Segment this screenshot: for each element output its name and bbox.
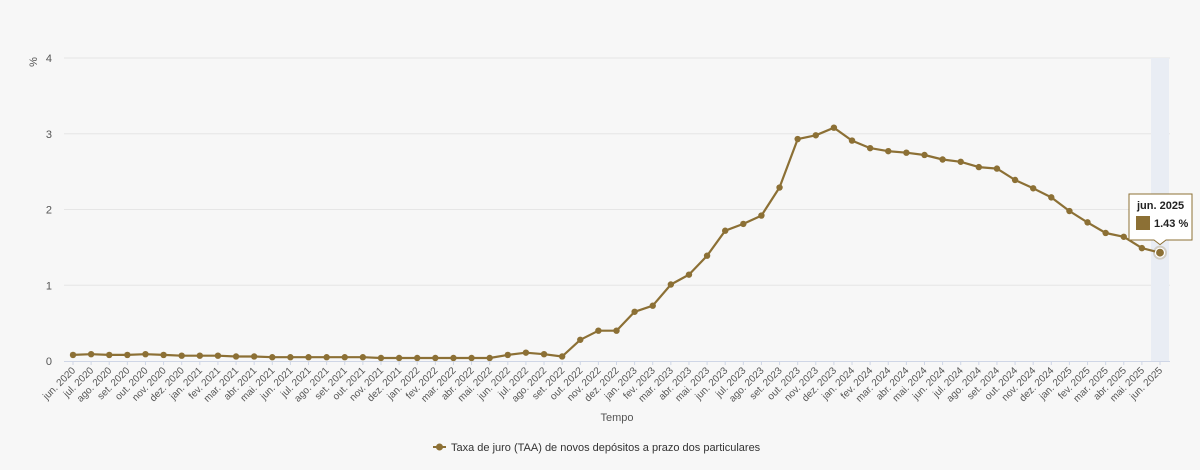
data-point[interactable] xyxy=(685,271,693,278)
data-point[interactable] xyxy=(975,163,983,171)
data-point[interactable] xyxy=(160,351,167,359)
data-point[interactable] xyxy=(613,327,620,334)
data-point[interactable] xyxy=(848,137,856,144)
data-point[interactable] xyxy=(359,354,367,361)
data-point[interactable] xyxy=(812,132,819,139)
data-point[interactable] xyxy=(432,354,439,362)
data-point[interactable] xyxy=(558,353,566,360)
x-axis-title: Tempo xyxy=(600,412,633,424)
data-point[interactable] xyxy=(1011,176,1019,184)
data-point[interactable] xyxy=(214,352,222,359)
data-point[interactable] xyxy=(269,354,276,361)
data-point[interactable] xyxy=(395,354,403,362)
data-point[interactable] xyxy=(305,354,312,361)
y-tick-label: 2 xyxy=(46,205,52,217)
y-tick-label: 3 xyxy=(46,129,52,141)
data-point[interactable] xyxy=(794,135,801,143)
data-point[interactable] xyxy=(540,350,548,358)
data-point[interactable] xyxy=(703,252,711,259)
data-point[interactable] xyxy=(921,151,928,159)
tooltip: jun. 2025 1.43 % xyxy=(1128,193,1193,246)
y-axis-ticks: 0 1 2 3 4 xyxy=(46,53,52,368)
y-tick-label: 4 xyxy=(46,53,52,65)
data-point[interactable] xyxy=(287,354,294,361)
data-point[interactable] xyxy=(1120,233,1127,240)
data-point[interactable] xyxy=(740,220,747,228)
data-point[interactable] xyxy=(1048,194,1055,201)
data-point[interactable] xyxy=(377,354,385,362)
data-point[interactable] xyxy=(667,281,675,288)
data-point[interactable] xyxy=(196,352,204,359)
data-point[interactable] xyxy=(776,184,783,191)
data-point[interactable] xyxy=(1066,207,1073,215)
legend[interactable]: Taxa de juro (TAA) de novos depósitos a … xyxy=(433,442,761,454)
data-point[interactable] xyxy=(830,124,838,131)
data-point[interactable] xyxy=(939,156,946,163)
data-point[interactable] xyxy=(341,354,348,361)
y-tick-label: 0 xyxy=(46,356,52,368)
data-point[interactable] xyxy=(631,308,638,315)
data-point[interactable] xyxy=(577,336,584,343)
tooltip-color-swatch xyxy=(1136,216,1150,230)
data-point[interactable] xyxy=(504,351,511,359)
data-point[interactable] xyxy=(450,354,457,362)
tooltip-title: jun. 2025 xyxy=(1136,200,1184,212)
data-point[interactable] xyxy=(1084,219,1091,226)
data-point[interactable] xyxy=(722,227,729,234)
data-point[interactable] xyxy=(232,353,240,360)
data-point[interactable] xyxy=(1154,247,1166,258)
data-point[interactable] xyxy=(885,147,892,155)
y-tick-label: 1 xyxy=(46,280,52,292)
data-point[interactable] xyxy=(87,350,95,358)
data-point[interactable] xyxy=(866,144,874,152)
legend-label[interactable]: Taxa de juro (TAA) de novos depósitos a … xyxy=(451,442,761,454)
data-point[interactable] xyxy=(522,349,530,356)
data-point[interactable] xyxy=(1102,229,1109,237)
y-axis-unit-label: % xyxy=(28,57,40,67)
data-point[interactable] xyxy=(414,354,421,362)
data-point[interactable] xyxy=(486,354,493,362)
legend-marker xyxy=(436,443,443,451)
data-point[interactable] xyxy=(758,212,765,219)
data-point[interactable] xyxy=(323,354,330,361)
data-point[interactable] xyxy=(106,351,113,359)
data-point[interactable] xyxy=(903,149,910,156)
data-point[interactable] xyxy=(69,351,77,359)
tooltip-box xyxy=(1128,193,1193,246)
data-point[interactable] xyxy=(178,352,185,359)
data-point[interactable] xyxy=(1029,185,1037,192)
series-points[interactable] xyxy=(69,124,1167,362)
tooltip-value: 1.43 % xyxy=(1154,218,1188,230)
series-path xyxy=(72,126,1161,360)
data-point[interactable] xyxy=(124,351,131,359)
data-point[interactable] xyxy=(957,158,964,165)
data-point[interactable] xyxy=(142,350,149,358)
data-point[interactable] xyxy=(468,354,475,362)
data-point[interactable] xyxy=(649,302,656,309)
data-point[interactable] xyxy=(250,353,258,360)
data-point[interactable] xyxy=(993,165,1001,172)
data-point[interactable] xyxy=(595,327,602,334)
grid-lines xyxy=(64,57,1170,286)
series-line xyxy=(72,126,1161,360)
data-point[interactable] xyxy=(1138,244,1146,252)
